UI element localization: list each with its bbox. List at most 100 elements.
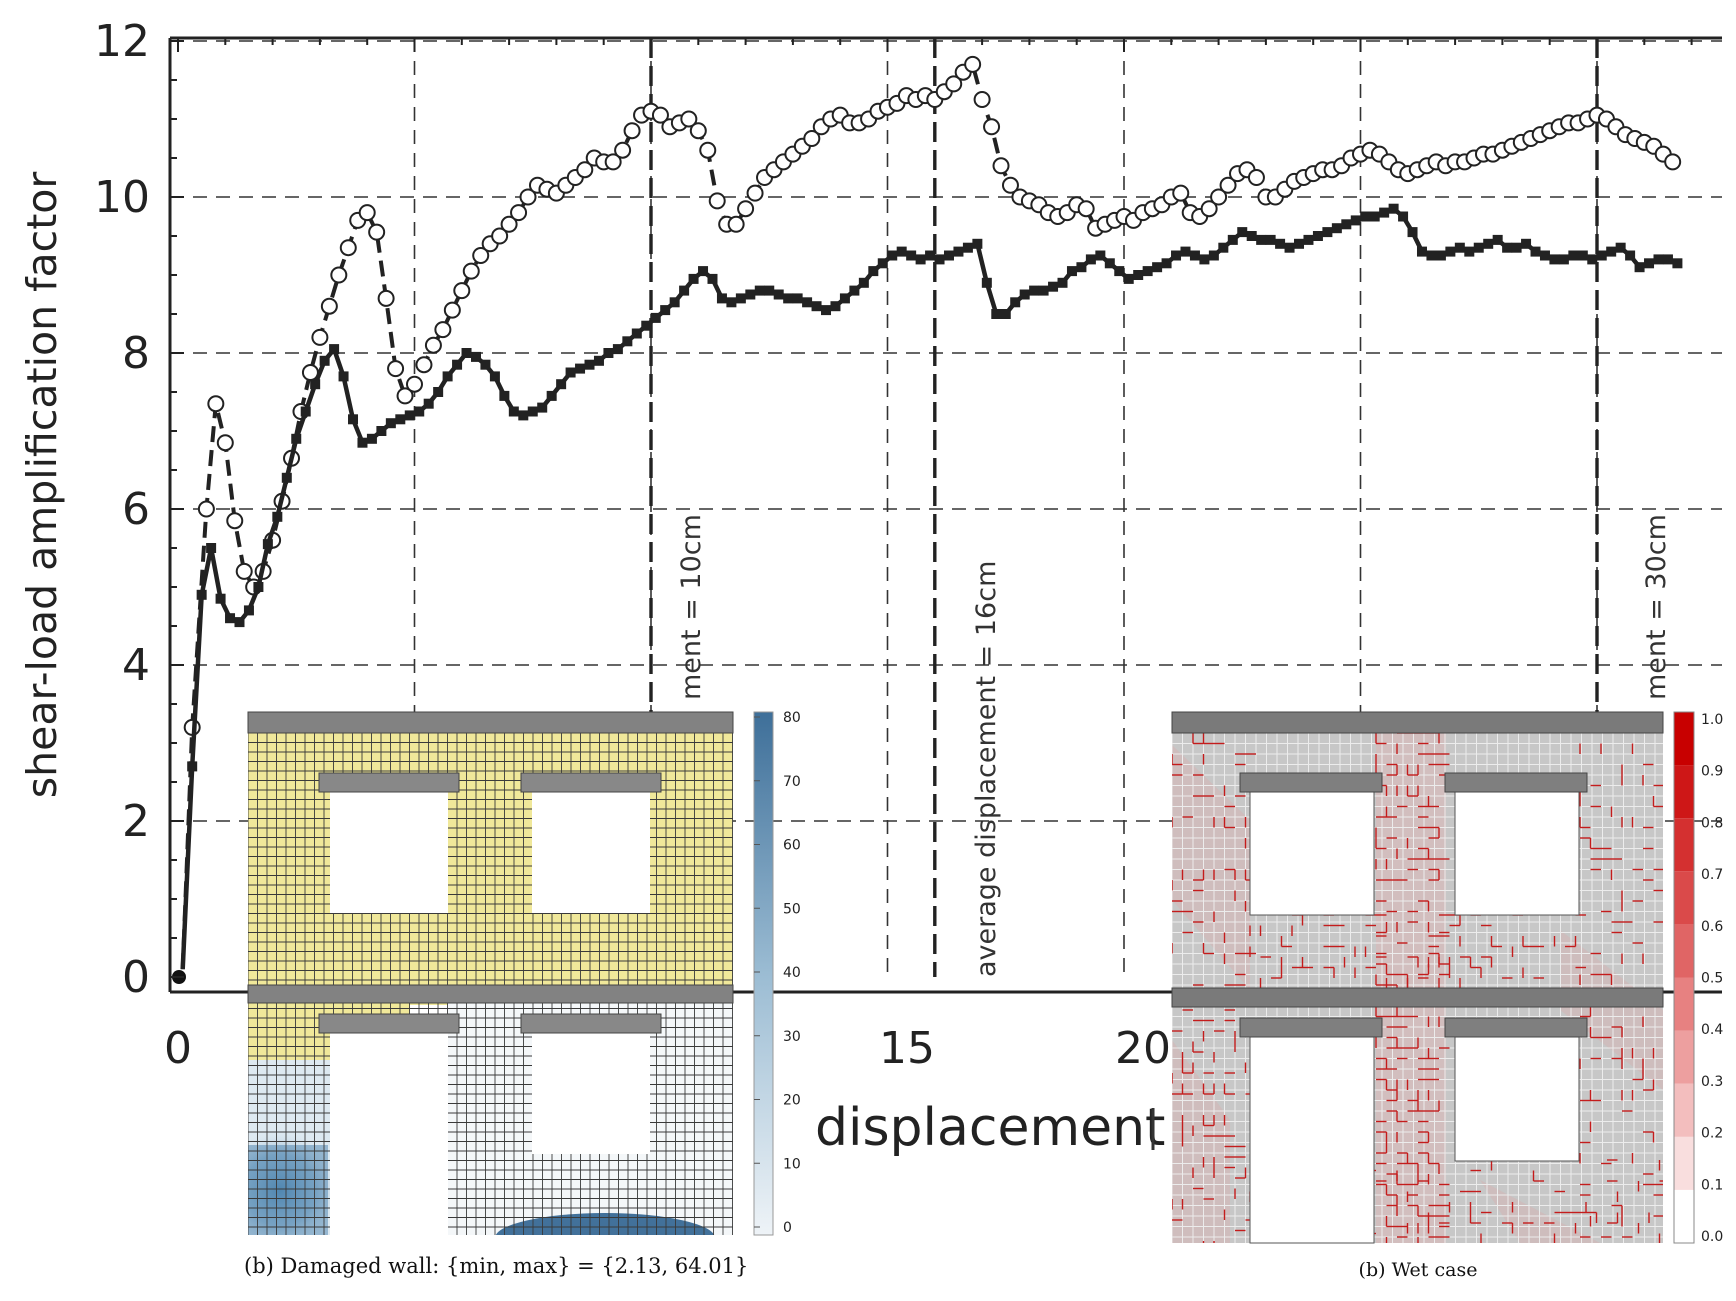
series-filled-squares [180,203,1683,970]
series-1-point [972,238,983,249]
series-0-point [983,118,1001,136]
series-1-point [764,285,775,296]
series-0-point [964,55,982,73]
series-1-point [1454,242,1465,253]
series-0-point [491,227,509,245]
series-0-point [330,266,348,284]
cb-b-step [1674,1189,1694,1243]
cb-a-label: 60 [783,838,801,854]
cb-b-label: 0.7 [1701,867,1723,883]
series-1-point [1511,242,1522,253]
inset-damaged-wall: 0 10 20 30 40 50 60 70 80 (b) Damaged wall: {min… [244,710,801,1278]
series-1-point [1000,309,1011,319]
series-1-point [915,254,926,265]
series-0-point [576,161,594,179]
series-1-point [565,367,576,378]
series-1-point [281,472,292,483]
series-1-point [726,297,737,308]
series-1-point [546,390,557,401]
series-1-point [1672,258,1683,269]
cb-b-label: 0.0 [1701,1229,1723,1245]
series-0-point [699,141,717,159]
series-1-point [1473,242,1484,253]
series-1-point [1123,273,1134,284]
series-1-point [196,589,207,600]
series-0-point [368,223,386,241]
series-1-point [1312,231,1323,241]
series-1-point [821,305,832,316]
series-1-point [1379,207,1390,218]
series-1-point [243,605,254,616]
series-1-point [1265,234,1276,245]
series-1-point [1558,254,1569,265]
x-tick-label-20: 20 [1115,1023,1171,1074]
series-1-point [1199,254,1210,265]
series-1-point [735,293,746,304]
cb-b-step [1674,1083,1694,1137]
series-0-point [197,500,215,518]
series-1-point [206,543,217,553]
series-1-point [1360,211,1371,222]
series-0-point [377,289,395,307]
cb-b-step [1674,871,1694,925]
series-0-point [453,282,471,300]
series-1-point [385,418,396,429]
series-1-point [556,379,567,390]
series-1-point [981,277,992,288]
cb-b-step [1674,818,1694,872]
series-1-point [1577,250,1588,261]
cb-b-step [1674,977,1694,1031]
series-1-point [1085,254,1096,265]
series-1-point [291,433,302,444]
inset-b-slabs [1171,711,1664,1038]
series-1-point [1294,238,1305,249]
series-1-point [452,359,463,370]
series-1-point [461,348,472,358]
series-1-point [622,336,633,347]
series-0-point [1247,169,1265,186]
series-1-point [1029,285,1040,296]
series-0-point [680,110,698,128]
cb-b-label: 0.5 [1701,971,1723,987]
series-1-point [1331,223,1342,234]
series-1-point [1530,246,1541,257]
series-1-point [1284,242,1295,253]
series-0-point [1210,188,1228,206]
series-1-point [1161,258,1172,269]
x-axis-title: displacement [815,1098,1165,1158]
series-1-point [423,398,434,409]
series-1-point [896,246,907,257]
series-1-point [1662,254,1673,265]
series-1-point [329,344,340,355]
series-1-point [470,351,481,362]
reference-lines [649,38,1599,977]
series-0-point [737,200,755,218]
series-1-point [1634,262,1645,273]
series-1-point [1048,281,1059,292]
cb-b-step [1674,1136,1694,1190]
cb-b-label: 0.2 [1701,1126,1723,1142]
series-1-point [1549,254,1560,265]
series-1-point [934,254,945,265]
series-1-point [792,293,803,304]
series-0-point [1664,153,1682,171]
series-1-point [489,371,500,382]
series-0-point [708,192,726,210]
series-0-point [358,204,376,222]
series-1-point [300,406,311,417]
series-1-point [660,305,671,316]
inset-a-caption: (b) Damaged wall: {min, max} = {2.13, 64… [244,1254,748,1278]
y-tick-label-4: 4 [122,640,150,691]
series-1-point [348,414,359,425]
series-1-point [830,301,841,312]
series-1-point [1445,246,1456,257]
inset-b-colorbar-labels: 0.0 0.1 0.2 0.3 0.4 0.5 0.6 0.7 0.8 0.9 1.0 [1701,712,1723,1245]
series-1-point [1038,285,1049,296]
series-1-point [1398,211,1409,222]
series-0-point [604,153,622,171]
x-tick-label-15: 15 [879,1023,935,1074]
series-1-point [943,250,954,261]
series-1-point [1237,227,1248,238]
y-tick-label-2: 2 [122,796,150,847]
series-1-point [1303,234,1314,245]
